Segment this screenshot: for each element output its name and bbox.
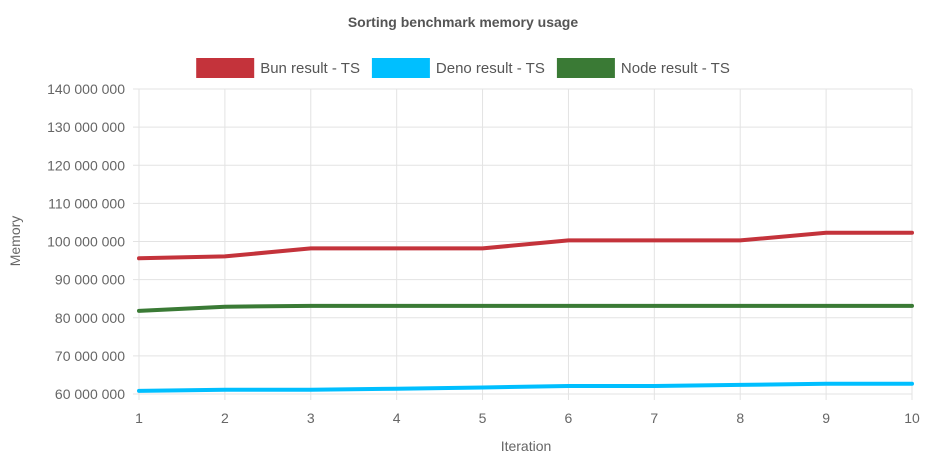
legend-swatch	[371, 58, 430, 78]
x-tick-label: 9	[822, 410, 830, 426]
data-point	[137, 309, 141, 313]
series-line-1	[137, 381, 914, 393]
data-point	[652, 304, 656, 308]
y-tick-label: 100 000 000	[47, 234, 125, 250]
data-point	[824, 231, 828, 235]
x-tick-label: 3	[307, 410, 315, 426]
x-tick-label: 6	[565, 410, 573, 426]
data-point	[566, 384, 570, 388]
y-tick-label: 80 000 000	[55, 310, 125, 326]
data-point	[137, 256, 141, 260]
legend-item-2[interactable]: Node result - TS	[556, 58, 730, 78]
y-axis-label: Memory	[7, 216, 23, 267]
data-point	[309, 388, 313, 392]
x-tick-label: 8	[736, 410, 744, 426]
data-point	[223, 305, 227, 309]
data-point	[824, 382, 828, 386]
data-point	[566, 304, 570, 308]
legend-item-0[interactable]: Bun result - TS	[196, 58, 360, 78]
data-point	[395, 304, 399, 308]
x-tick-label: 2	[221, 410, 229, 426]
legend-swatch	[196, 58, 255, 78]
data-point	[652, 238, 656, 242]
data-point	[137, 389, 141, 393]
data-point	[652, 384, 656, 388]
series-line-0	[137, 230, 914, 261]
data-point	[223, 254, 227, 258]
y-tick-label: 90 000 000	[55, 272, 125, 288]
legend-item-1[interactable]: Deno result - TS	[371, 58, 545, 78]
data-point	[910, 231, 914, 235]
data-point	[481, 246, 485, 250]
data-point	[223, 388, 227, 392]
series-line-2	[137, 303, 914, 313]
chart-title: Sorting benchmark memory usage	[348, 14, 579, 30]
data-point	[738, 238, 742, 242]
data-point	[566, 238, 570, 242]
y-tick-label: 110 000 000	[48, 195, 125, 211]
data-point	[738, 304, 742, 308]
y-tick-label: 70 000 000	[55, 348, 125, 364]
y-tick-label: 120 000 000	[47, 157, 125, 173]
y-axis-ticks: 60 000 000 70 000 000 80 000 000 90 000 000…	[47, 81, 125, 402]
legend-label: Node result - TS	[621, 60, 730, 77]
data-point	[481, 304, 485, 308]
data-point	[395, 387, 399, 391]
data-point	[910, 382, 914, 386]
legend-label: Bun result - TS	[260, 60, 360, 77]
data-point	[481, 386, 485, 389]
data-point	[395, 246, 399, 250]
legend: Bun result - TS Deno result - TS Node resu…	[196, 58, 730, 78]
data-point	[309, 246, 313, 250]
series-lines	[137, 230, 914, 393]
x-tick-label: 7	[650, 410, 658, 426]
data-point	[910, 304, 914, 308]
x-tick-label: 5	[479, 410, 487, 426]
x-tick-label: 1	[135, 410, 143, 426]
legend-label: Deno result - TS	[436, 60, 545, 77]
data-point	[309, 304, 313, 308]
grid	[133, 88, 913, 400]
x-tick-label: 10	[904, 410, 920, 426]
x-axis-ticks: 1 2 3 4 5 6 7 8 9 10	[135, 410, 920, 426]
x-axis-label: Iteration	[501, 438, 552, 454]
y-tick-label: 140 000 000	[47, 81, 125, 97]
data-point	[824, 304, 828, 308]
y-tick-label: 130 000 000	[47, 119, 125, 135]
y-tick-label: 60 000 000	[55, 386, 125, 402]
legend-swatch	[556, 58, 615, 78]
x-tick-label: 4	[393, 410, 401, 426]
data-point	[738, 383, 742, 387]
